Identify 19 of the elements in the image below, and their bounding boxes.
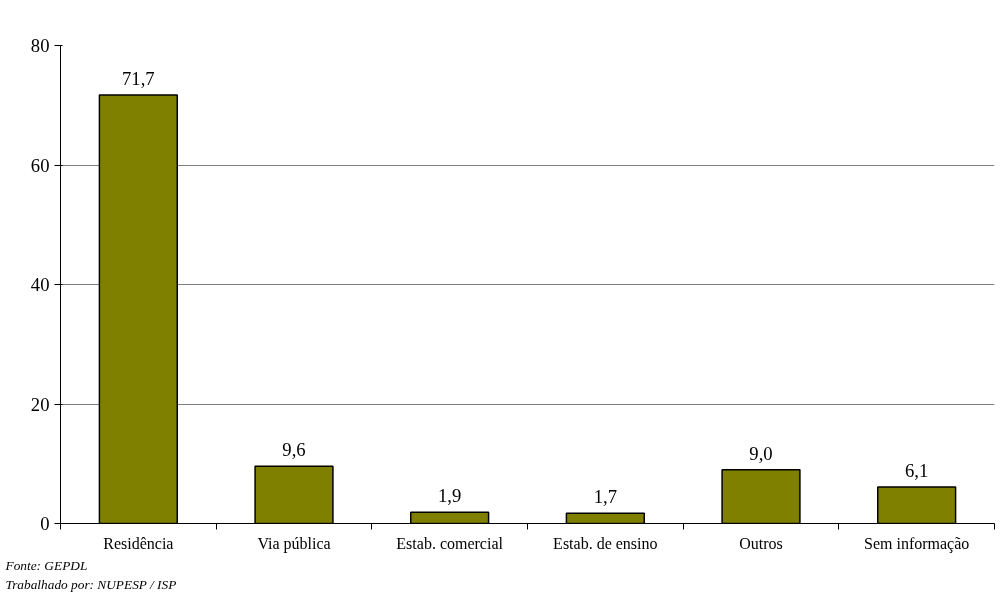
y-tick-label: 40 — [30, 274, 50, 295]
x-tick-label: Residência — [103, 534, 174, 552]
data-label: 1,7 — [593, 486, 617, 508]
data-label: 9,6 — [282, 439, 306, 461]
data-label: 71,7 — [122, 68, 155, 90]
y-tick-label: 60 — [30, 154, 50, 176]
data-label: 1,9 — [438, 485, 462, 507]
data-label: 6,1 — [905, 460, 929, 482]
text: Trabalhado por: NUPESP / ISP — [5, 576, 177, 592]
x-tick-label: Estab. comercial — [396, 534, 504, 552]
x-tick-label: Via pública — [257, 534, 331, 553]
y-tick-label: 20 — [30, 393, 50, 415]
y-tick-label: 0 — [40, 513, 50, 534]
data-label: 9,0 — [749, 442, 773, 464]
y-tick-label: 80 — [30, 35, 50, 56]
x-tick-label: Estab. de ensino — [553, 534, 658, 552]
x-tick-label: Outros — [739, 534, 783, 552]
source-note: Fonte: GEPDL — [4, 557, 88, 573]
x-tick-label: Sem informação — [864, 534, 970, 553]
